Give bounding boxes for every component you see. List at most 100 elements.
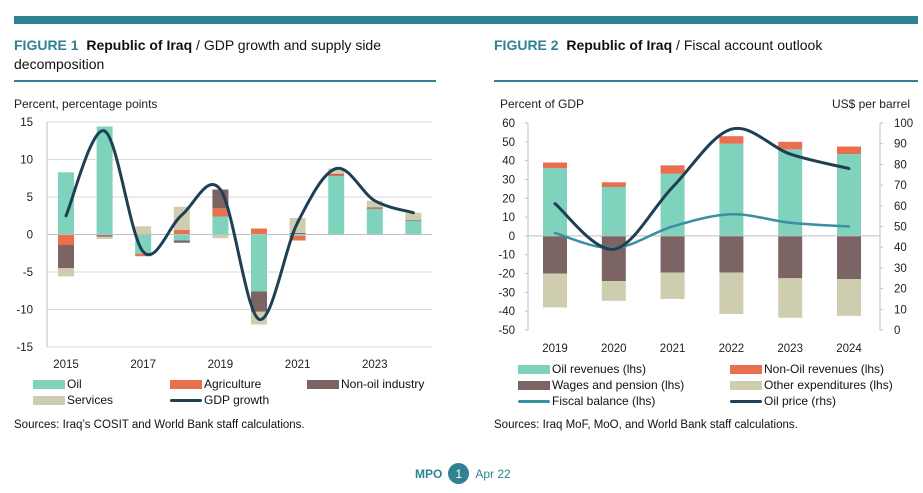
legend-agriculture: Agriculture bbox=[170, 377, 261, 391]
legend-oil-price: Oil price (rhs) bbox=[730, 394, 836, 408]
x-tick-label: 2023 bbox=[362, 359, 388, 371]
bar-non-oil-industry-2015 bbox=[58, 245, 74, 269]
figure2-rule bbox=[494, 80, 918, 82]
y-tick-label: 40 bbox=[502, 156, 515, 168]
y2-tick-label: 30 bbox=[894, 263, 907, 275]
figure2-label: FIGURE 2 bbox=[494, 37, 559, 53]
legend-wages: Wages and pension (lhs) bbox=[518, 378, 684, 392]
bar-oil-revenues-lhs--2020 bbox=[601, 186, 626, 236]
x-tick-label: 2019 bbox=[208, 359, 234, 371]
bar-oil-2016 bbox=[96, 126, 113, 235]
bar-other-expenditures-lhs--2019 bbox=[543, 273, 567, 308]
bar-oil-2023 bbox=[366, 209, 383, 235]
line-fiscal-balance-lhs- bbox=[553, 213, 851, 250]
figure1-title: FIGURE 1 Republic of Iraq / GDP growth a… bbox=[14, 36, 444, 74]
bar-oil-revenues-lhs--2019 bbox=[543, 168, 567, 236]
legend-fiscal-balance: Fiscal balance (lhs) bbox=[518, 394, 655, 408]
bar-wages-and-pension-lhs--2022 bbox=[719, 235, 744, 273]
bar-services-2015 bbox=[58, 268, 74, 277]
bar-non-oil-industry-2024 bbox=[405, 220, 422, 222]
y-tick-label: 10 bbox=[502, 212, 515, 224]
y-tick-label: -10 bbox=[498, 250, 515, 262]
bar-oil-2017 bbox=[135, 234, 152, 254]
bar-agriculture-2017 bbox=[135, 254, 152, 257]
legend-oil: Oil bbox=[33, 377, 82, 391]
legend-label: Oil price (rhs) bbox=[764, 394, 837, 408]
legend-swatch bbox=[33, 395, 65, 405]
bar-services-2019 bbox=[212, 234, 229, 239]
figure2-title: FIGURE 2 Republic of Iraq / Fiscal accou… bbox=[494, 36, 914, 55]
bar-wages-and-pension-lhs--2019 bbox=[543, 235, 567, 274]
y-tick-label: 15 bbox=[20, 117, 33, 129]
y2-axis-label: US$ per barrel bbox=[832, 97, 910, 111]
bar-agriculture-2022 bbox=[328, 174, 345, 176]
legend-label: Non-oil industry bbox=[341, 377, 425, 391]
y-tick-label: 5 bbox=[27, 192, 33, 204]
legend-label: Fiscal balance (lhs) bbox=[552, 394, 656, 408]
bar-agriculture-2020 bbox=[251, 228, 267, 235]
bar-other-expenditures-lhs--2020 bbox=[601, 281, 626, 301]
y2-tick-label: 80 bbox=[894, 159, 907, 171]
bar-non-oil-industry-2020 bbox=[251, 291, 267, 312]
bar-services-2017 bbox=[135, 226, 152, 235]
page-number: 1 bbox=[448, 463, 470, 484]
y-tick-label: -20 bbox=[498, 269, 515, 281]
bar-agriculture-2018 bbox=[173, 230, 190, 235]
legend-swatch bbox=[730, 364, 762, 374]
x-tick-label: 2020 bbox=[601, 343, 627, 355]
legend-oil-revenues: Oil revenues (lhs) bbox=[518, 362, 646, 376]
legend-line bbox=[518, 399, 550, 403]
bar-oil-2020 bbox=[251, 234, 267, 292]
bar-non-oil-industry-2023 bbox=[366, 207, 383, 209]
bar-services-2024 bbox=[405, 212, 422, 221]
y2-tick-label: 20 bbox=[894, 284, 907, 296]
bar-other-expenditures-lhs--2022 bbox=[719, 272, 744, 315]
legend-line bbox=[170, 398, 202, 402]
bar-non-oil-revenues-lhs--2021 bbox=[660, 165, 685, 174]
legend-label: Oil bbox=[67, 377, 82, 391]
bar-agriculture-2019 bbox=[212, 208, 229, 217]
bar-oil-2015 bbox=[58, 172, 74, 235]
line-oil-price-rhs- bbox=[553, 126, 851, 251]
y2-tick-label: 70 bbox=[894, 180, 907, 192]
y2-tick-label: 40 bbox=[894, 242, 907, 254]
bar-oil-2021 bbox=[289, 234, 306, 236]
bar-non-oil-industry-2022 bbox=[328, 173, 345, 175]
legend-nonoil-industry: Non-oil industry bbox=[307, 377, 424, 391]
legend-swatch bbox=[307, 379, 339, 389]
footer: MPO 1 Apr 22 bbox=[415, 463, 511, 484]
figure1-label: FIGURE 1 bbox=[14, 37, 79, 53]
bar-agriculture-2023 bbox=[366, 208, 383, 210]
figure1-source: Sources: Iraq’s COSIT and World Bank sta… bbox=[14, 419, 305, 431]
legend-label: GDP growth bbox=[204, 393, 270, 407]
bar-oil-2018 bbox=[173, 234, 190, 241]
legend-other-expenditures: Other expenditures (lhs) bbox=[730, 378, 893, 392]
bar-wages-and-pension-lhs--2021 bbox=[660, 235, 685, 273]
bar-oil-revenues-lhs--2022 bbox=[719, 143, 744, 236]
bar-services-2016 bbox=[96, 236, 113, 239]
x-tick-label: 2021 bbox=[660, 343, 686, 355]
bar-non-oil-revenues-lhs--2019 bbox=[543, 162, 567, 169]
y-tick-label: -30 bbox=[498, 287, 515, 299]
x-tick-label: 2022 bbox=[719, 343, 745, 355]
bar-services-2022 bbox=[328, 168, 345, 174]
y-tick-label: 20 bbox=[502, 193, 515, 205]
bar-other-expenditures-lhs--2023 bbox=[778, 278, 803, 318]
bar-non-oil-revenues-lhs--2023 bbox=[778, 141, 803, 150]
legend-label: Oil revenues (lhs) bbox=[552, 362, 647, 376]
legend-swatch bbox=[33, 379, 65, 389]
bar-agriculture-2021 bbox=[289, 236, 306, 241]
bar-oil-2024 bbox=[405, 221, 422, 235]
y2-tick-label: 90 bbox=[894, 139, 907, 151]
figure2-subtitle: / Fiscal account outlook bbox=[676, 37, 823, 53]
bar-wages-and-pension-lhs--2024 bbox=[837, 235, 861, 280]
bar-other-expenditures-lhs--2024 bbox=[837, 279, 861, 316]
y-tick-label: -50 bbox=[498, 325, 515, 337]
figure1-rule bbox=[14, 80, 436, 82]
y-tick-label: -10 bbox=[16, 305, 33, 317]
legend-label: Agriculture bbox=[204, 377, 262, 391]
legend-swatch bbox=[518, 380, 550, 390]
bar-non-oil-industry-2021 bbox=[289, 233, 306, 235]
